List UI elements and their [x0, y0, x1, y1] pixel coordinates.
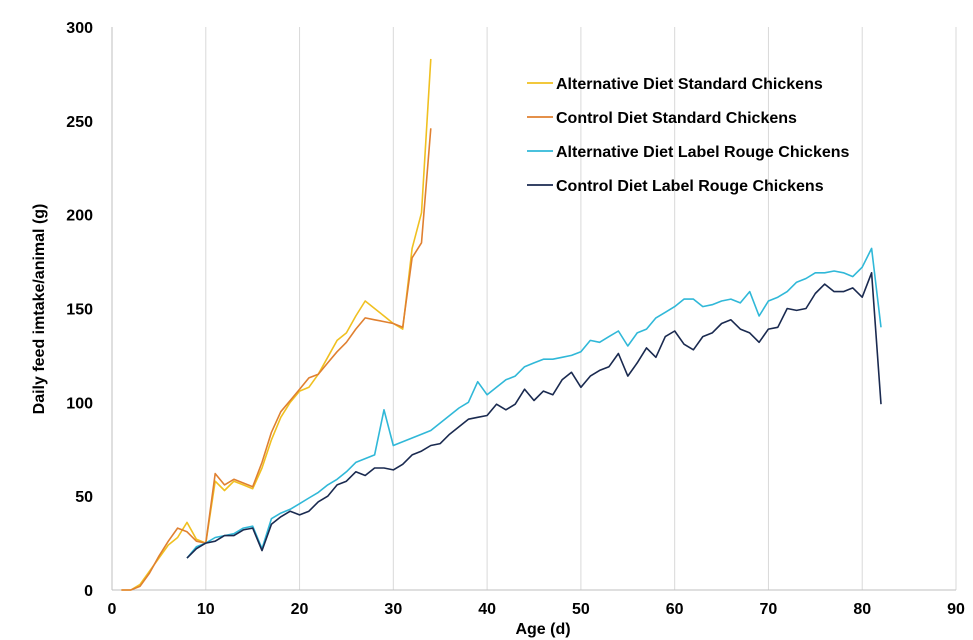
y-tick-label: 150	[66, 302, 93, 319]
legend-label: Control Diet Label Rouge Chickens	[556, 178, 824, 195]
x-axis-title: Age (d)	[515, 621, 570, 638]
x-tick-label: 90	[947, 601, 965, 618]
y-tick-label: 300	[66, 20, 93, 37]
x-tick-label: 40	[478, 601, 496, 618]
series-line-4	[186, 272, 882, 559]
series-line-3	[186, 247, 882, 559]
legend-label: Alternative Diet Label Rouge Chickens	[556, 144, 850, 161]
x-tick-label: 80	[853, 601, 871, 618]
x-tick-labels: 0 10 20 30 40 50 60 70 80 90	[108, 601, 965, 618]
legend: Alternative Diet Standard Chickens Contro…	[527, 76, 850, 195]
y-tick-label: 50	[75, 489, 93, 506]
gridlines	[111, 27, 957, 590]
y-axis-title: Daily feed imtake/animal (g)	[31, 204, 48, 415]
series-line-2	[121, 128, 432, 591]
y-tick-label: 0	[84, 583, 93, 600]
x-tick-label: 0	[108, 601, 117, 618]
x-tick-label: 10	[197, 601, 215, 618]
series-line-1	[121, 58, 432, 591]
series-lines	[121, 58, 882, 591]
x-tick-label: 70	[760, 601, 778, 618]
y-tick-label: 200	[66, 208, 93, 225]
y-tick-label: 250	[66, 114, 93, 131]
axes	[111, 27, 956, 591]
x-tick-label: 20	[291, 601, 309, 618]
x-tick-label: 30	[384, 601, 402, 618]
y-tick-label: 100	[66, 395, 93, 412]
x-tick-label: 60	[666, 601, 684, 618]
legend-label: Alternative Diet Standard Chickens	[556, 76, 823, 93]
x-tick-label: 50	[572, 601, 590, 618]
legend-label: Control Diet Standard Chickens	[556, 110, 797, 127]
y-tick-labels: 0 50 100 150 200 250 300	[66, 20, 93, 600]
